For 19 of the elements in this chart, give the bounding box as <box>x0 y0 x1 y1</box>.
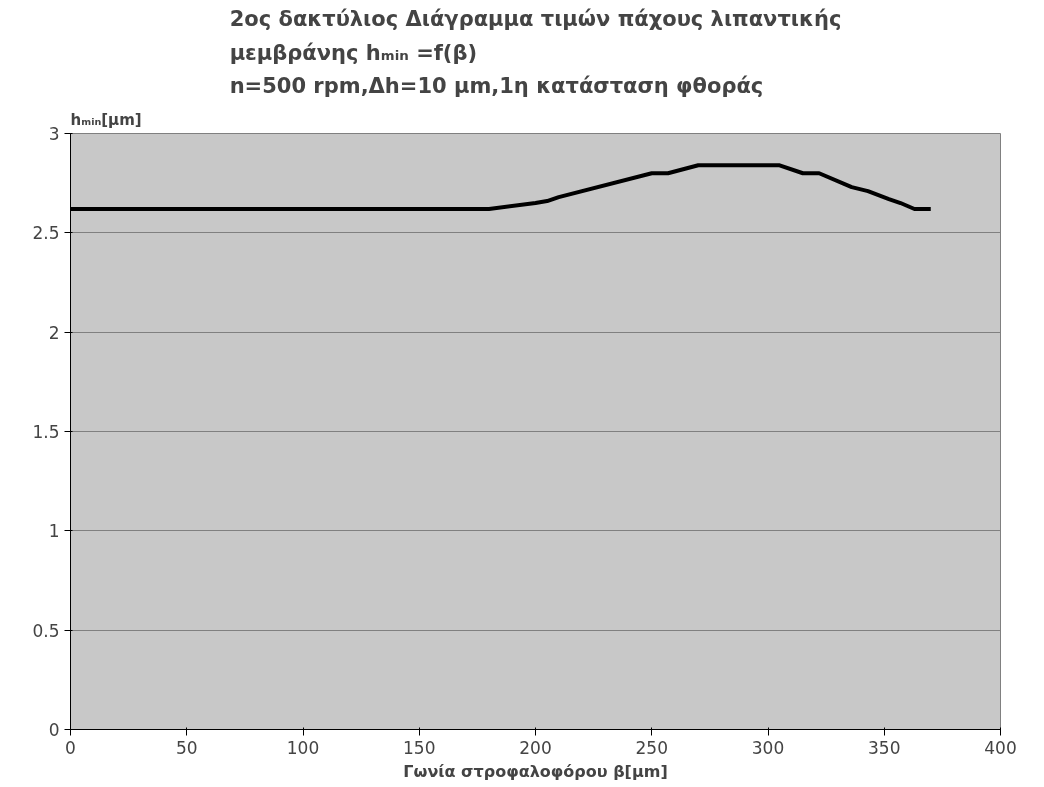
y-axis-title: hₘᵢₙ[μm] <box>70 110 142 129</box>
y-tick-label: 2 <box>48 322 60 343</box>
y-tick-label: 0 <box>48 720 60 740</box>
y-tick-label: 0.5 <box>32 620 60 641</box>
x-tick-label: 200 <box>519 737 552 758</box>
x-tick-label: 300 <box>751 737 785 758</box>
chart-title: 2ος δακτύλιος Διάγραμμα τιμών πάχους λιπαντικής μεμβράνης hₘᵢₙ =f(β) n=500 rpm,Δh=10 μm,1η κατάσταση φθοράς <box>229 7 842 99</box>
y-tick-label: 2.5 <box>32 223 60 244</box>
x-tick-label: 150 <box>403 737 436 758</box>
y-tick-label: 1.5 <box>32 422 60 442</box>
x-tick-label: 400 <box>984 737 1017 758</box>
x-tick-label: 100 <box>286 737 320 758</box>
y-tick-label: 3 <box>48 124 60 144</box>
x-tick-label: 0 <box>65 737 76 758</box>
x-tick-label: 350 <box>868 737 901 758</box>
x-tick-label: 250 <box>635 737 668 758</box>
y-tick-label: 1 <box>48 521 60 542</box>
x-axis-title: Γωνία στροφαλοφόρου β[μm] <box>403 761 668 781</box>
x-tick-label: 50 <box>175 737 198 758</box>
